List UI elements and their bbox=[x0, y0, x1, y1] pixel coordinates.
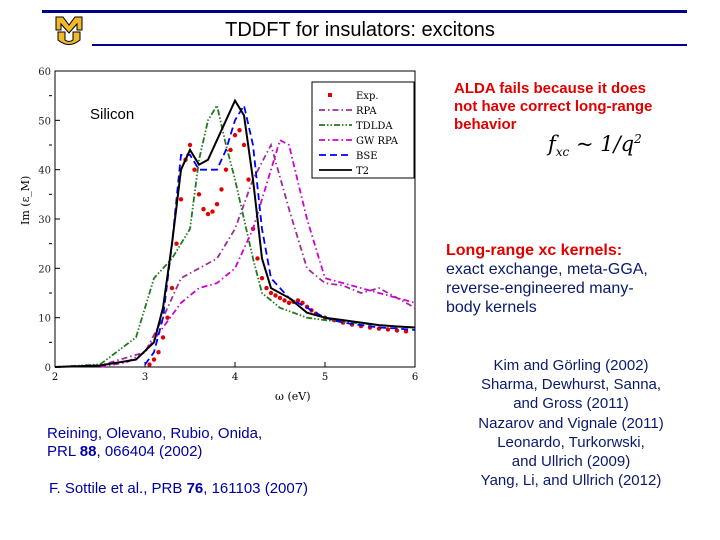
kernel-references: Kim and Görling (2002) Sharma, Dewhurst,… bbox=[440, 356, 702, 490]
series-line-t2 bbox=[54, 98, 416, 368]
x-tick-label: 5 bbox=[322, 372, 328, 383]
legend-label: RPA bbox=[356, 106, 377, 117]
fxc-formula: fxc ~ 1/q2 bbox=[548, 132, 642, 160]
chart-title: Silicon bbox=[90, 106, 134, 123]
long-range-line-1: exact exchange, meta-GGA, bbox=[446, 261, 648, 278]
legend-label: TDLDA bbox=[356, 121, 393, 132]
y-tick-label: 30 bbox=[38, 215, 51, 226]
exp-data-point bbox=[282, 298, 287, 303]
exp-data-point bbox=[394, 328, 400, 333]
exp-data-point bbox=[403, 329, 409, 334]
exp-data-point bbox=[255, 256, 260, 261]
legend-label: BSE bbox=[356, 151, 378, 162]
series-line-bse bbox=[144, 103, 416, 366]
alda-line-1: ALDA fails because it does bbox=[454, 80, 646, 97]
exp-data-point bbox=[232, 132, 238, 138]
exp-data-point bbox=[228, 147, 233, 153]
alda-line-3: behavior bbox=[454, 116, 517, 133]
exp-data-point bbox=[277, 295, 283, 301]
exp-data-point bbox=[156, 350, 161, 355]
exp-data-point bbox=[273, 293, 278, 298]
long-range-heading: Long-range xc kernels: bbox=[446, 242, 623, 259]
exp-data-point bbox=[264, 285, 269, 291]
exp-data-point bbox=[219, 187, 224, 192]
x-tick-label: 2 bbox=[52, 372, 58, 383]
legend-label: GW RPA bbox=[356, 136, 399, 147]
exp-data-point bbox=[237, 128, 242, 133]
exp-data-point bbox=[187, 142, 193, 148]
legend-label: Exp. bbox=[356, 91, 379, 102]
exp-data-point bbox=[201, 206, 206, 212]
legend-box bbox=[311, 81, 415, 179]
header-rule-bottom bbox=[92, 44, 687, 46]
exp-data-point bbox=[214, 202, 220, 207]
header-rule-top bbox=[42, 10, 687, 13]
reference-item: Sharma, Dewhurst, Sanna, bbox=[480, 376, 662, 394]
y-tick-label: 40 bbox=[38, 166, 51, 177]
x-tick-label: 3 bbox=[142, 372, 148, 383]
legend-swatch bbox=[328, 93, 332, 97]
exp-data-point bbox=[160, 335, 166, 340]
exp-data-point bbox=[385, 327, 391, 332]
series-line-gw-rpa bbox=[99, 138, 416, 368]
long-range-line-2: reverse-engineered many- bbox=[446, 280, 634, 297]
x-tick-label: 6 bbox=[412, 372, 418, 383]
exp-data-point bbox=[205, 211, 211, 217]
exp-data-point bbox=[268, 290, 274, 296]
reference-item: and Ullrich (2009) bbox=[511, 453, 631, 471]
exp-data-point bbox=[147, 362, 152, 367]
y-tick-label: 60 bbox=[38, 67, 51, 78]
reference-item: Leonardo, Turkorwski, bbox=[497, 433, 645, 451]
exp-data-point bbox=[178, 197, 184, 202]
exp-data-point bbox=[223, 167, 229, 172]
y-tick-label: 20 bbox=[38, 264, 51, 275]
reference-item: Kim and Görling (2002) bbox=[493, 357, 649, 374]
exp-data-point bbox=[196, 192, 202, 197]
exp-data-point bbox=[241, 142, 247, 148]
y-tick-label: 50 bbox=[38, 116, 51, 127]
exp-data-point bbox=[286, 300, 292, 306]
slide-title: TDDFT for insulators: excitons bbox=[225, 19, 495, 41]
y-axis-label: Im (ε_M) bbox=[19, 176, 32, 225]
series-line-rpa bbox=[54, 142, 416, 368]
x-tick-label: 4 bbox=[232, 372, 238, 383]
reference-item: Yang, Li, and Ullrich (2012) bbox=[480, 472, 662, 490]
y-tick-label: 10 bbox=[38, 314, 51, 325]
y-tick-label: 0 bbox=[45, 363, 51, 374]
exp-data-point bbox=[210, 209, 215, 214]
legend-label: T2 bbox=[356, 166, 369, 177]
reference-item: Nazarov and Vignale (2011) bbox=[478, 414, 664, 432]
reference-item: and Gross (2011) bbox=[513, 395, 629, 413]
exp-data-point bbox=[259, 276, 265, 281]
long-range-line-3: body kernels bbox=[446, 299, 537, 316]
exp-data-point bbox=[151, 357, 157, 362]
x-axis-label: ω (eV) bbox=[275, 390, 311, 403]
alda-line-2: not have correct long-range bbox=[454, 98, 653, 115]
university-logo bbox=[55, 16, 83, 45]
exp-data-point bbox=[192, 167, 197, 172]
series-line-tdlda bbox=[54, 103, 416, 368]
exp-data-point bbox=[169, 285, 175, 291]
exp-data-point bbox=[165, 315, 170, 320]
sottile-reference: F. Sottile et al., PRB 76, 161103 (2007) bbox=[49, 480, 309, 497]
exp-data-point bbox=[174, 241, 179, 246]
exp-data-point bbox=[246, 177, 251, 182]
reining-reference: Reining, Olevano, Rubio, Onida, PRL 88, … bbox=[47, 425, 263, 460]
